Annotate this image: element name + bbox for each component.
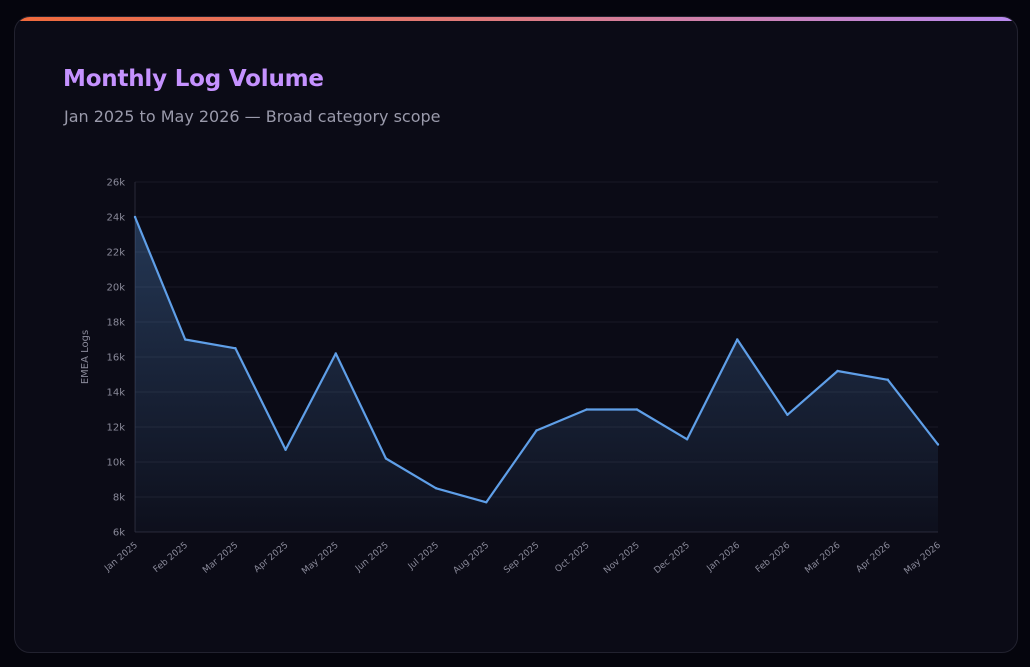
data-point: [836, 369, 839, 373]
data-point: [485, 501, 488, 504]
x-tick-label: Mar 2026: [803, 540, 842, 575]
data-point: [334, 352, 337, 355]
data-point: [384, 457, 388, 460]
data-point: [535, 429, 538, 432]
x-tick-label: Nov 2025: [602, 541, 642, 577]
chart-title: Monthly Log Volume: [63, 66, 324, 92]
x-tick-label: Apr 2025: [252, 541, 290, 575]
y-tick-labels: 6k 8k 10k 12k 14k 16k 18k 20k 22k 24k 26k: [106, 178, 125, 539]
x-tick-label: Aug 2025: [452, 541, 492, 577]
data-point: [585, 408, 588, 411]
data-point: [635, 408, 639, 411]
y-tick-label: 22k: [106, 248, 125, 259]
series-area: [135, 217, 938, 532]
x-tick-label: Jun 2025: [353, 541, 391, 575]
x-tick-label: Oct 2025: [554, 541, 592, 575]
x-tick-label: Jan 2025: [102, 541, 140, 575]
x-tick-label: Jul 2025: [406, 541, 441, 573]
data-points: [133, 215, 940, 504]
accent-bar: [15, 17, 1017, 21]
x-tick-labels: Jan 2025 Feb 2025 Mar 2025 Apr 2025 May 2025…: [102, 540, 943, 576]
y-tick-label: 6k: [113, 528, 125, 539]
y-tick-label: 18k: [106, 318, 125, 329]
y-tick-label: 8k: [113, 493, 125, 504]
y-tick-label: 16k: [106, 353, 125, 364]
x-tick-label: Feb 2026: [754, 540, 793, 575]
data-point: [736, 338, 739, 341]
x-tick-label: Sep 2025: [502, 541, 541, 576]
data-point: [936, 443, 940, 446]
y-tick-label: 14k: [106, 388, 125, 399]
y-axis-label: EMEA Logs: [80, 330, 91, 384]
data-point: [183, 338, 187, 341]
x-tick-label: Dec 2025: [652, 541, 692, 576]
data-point: [234, 347, 237, 350]
y-tick-label: 20k: [106, 283, 125, 294]
x-tick-label: May 2025: [300, 541, 340, 577]
data-point: [685, 438, 689, 441]
data-point: [786, 413, 789, 416]
x-tick-label: Jan 2026: [705, 540, 743, 574]
y-tick-label: 12k: [106, 423, 125, 434]
data-point: [284, 448, 287, 451]
x-tick-label: May 2026: [903, 540, 944, 576]
data-point: [886, 378, 890, 381]
y-tick-label: 10k: [106, 458, 125, 469]
x-tick-label: Mar 2025: [201, 541, 240, 576]
data-point: [434, 487, 438, 490]
chart-subtitle: Jan 2025 to May 2026 — Broad category sc…: [64, 107, 441, 126]
y-tick-label: 24k: [106, 213, 125, 224]
data-point: [133, 215, 137, 219]
x-tick-label: Apr 2026: [855, 540, 893, 574]
y-tick-label: 26k: [106, 178, 125, 189]
x-tick-label: Feb 2025: [152, 541, 190, 575]
